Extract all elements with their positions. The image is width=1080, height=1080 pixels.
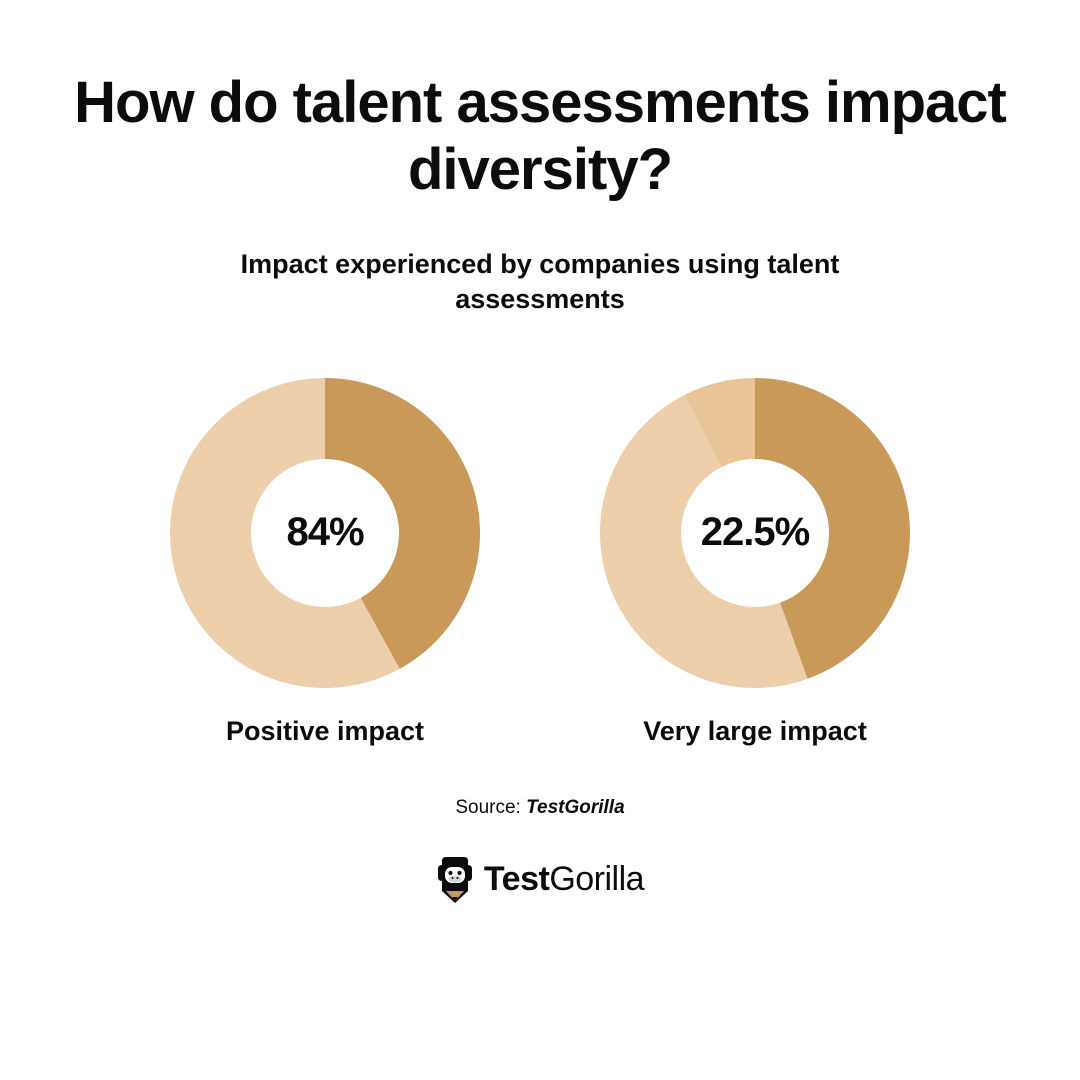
charts-row: 84% Positive impact 22.5% Very large imp… bbox=[60, 378, 1020, 747]
donut-chart-0: 84% bbox=[170, 378, 480, 688]
chart-very-large-impact: 22.5% Very large impact bbox=[600, 378, 910, 747]
chart-label-1: Very large impact bbox=[643, 716, 867, 747]
page-title: How do talent assessments impact diversi… bbox=[60, 70, 1020, 203]
brand-text: TestGorilla bbox=[484, 860, 644, 899]
donut-chart-1: 22.5% bbox=[600, 378, 910, 688]
donut-value-1: 22.5% bbox=[600, 378, 910, 688]
source-name: TestGorilla bbox=[526, 797, 625, 818]
gorilla-icon bbox=[436, 857, 474, 903]
source-line: Source: TestGorilla bbox=[455, 797, 624, 819]
brand-text-bold: Test bbox=[484, 860, 549, 898]
chart-label-0: Positive impact bbox=[226, 716, 424, 747]
brand-logo: TestGorilla bbox=[436, 857, 644, 903]
chart-positive-impact: 84% Positive impact bbox=[170, 378, 480, 747]
donut-value-0: 84% bbox=[170, 378, 480, 688]
subtitle: Impact experienced by companies using ta… bbox=[230, 247, 850, 317]
source-prefix: Source: bbox=[455, 797, 526, 818]
brand-text-regular: Gorilla bbox=[549, 860, 644, 898]
